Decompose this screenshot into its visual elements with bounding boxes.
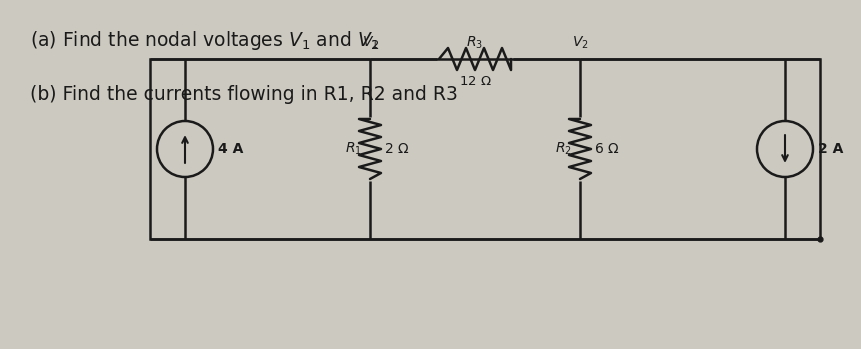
Text: 4 A: 4 A (218, 142, 243, 156)
Text: $R_3$: $R_3$ (466, 35, 483, 51)
Text: $R_1$: $R_1$ (344, 141, 362, 157)
Text: $V_2$: $V_2$ (571, 35, 588, 51)
Text: 12 $\Omega$: 12 $\Omega$ (458, 75, 491, 88)
Text: (a) Find the nodal voltages $V_1$ and $V_2$: (a) Find the nodal voltages $V_1$ and $V… (30, 29, 379, 52)
Text: (b) Find the currents flowing in R1, R2 and R3: (b) Find the currents flowing in R1, R2 … (30, 86, 457, 104)
Text: $V_1$: $V_1$ (362, 35, 378, 51)
Text: 2 $\Omega$: 2 $\Omega$ (383, 142, 409, 156)
Text: 6 $\Omega$: 6 $\Omega$ (593, 142, 619, 156)
Text: $R_2$: $R_2$ (554, 141, 572, 157)
Bar (150, 59, 819, 239)
Text: 2 A: 2 A (817, 142, 842, 156)
